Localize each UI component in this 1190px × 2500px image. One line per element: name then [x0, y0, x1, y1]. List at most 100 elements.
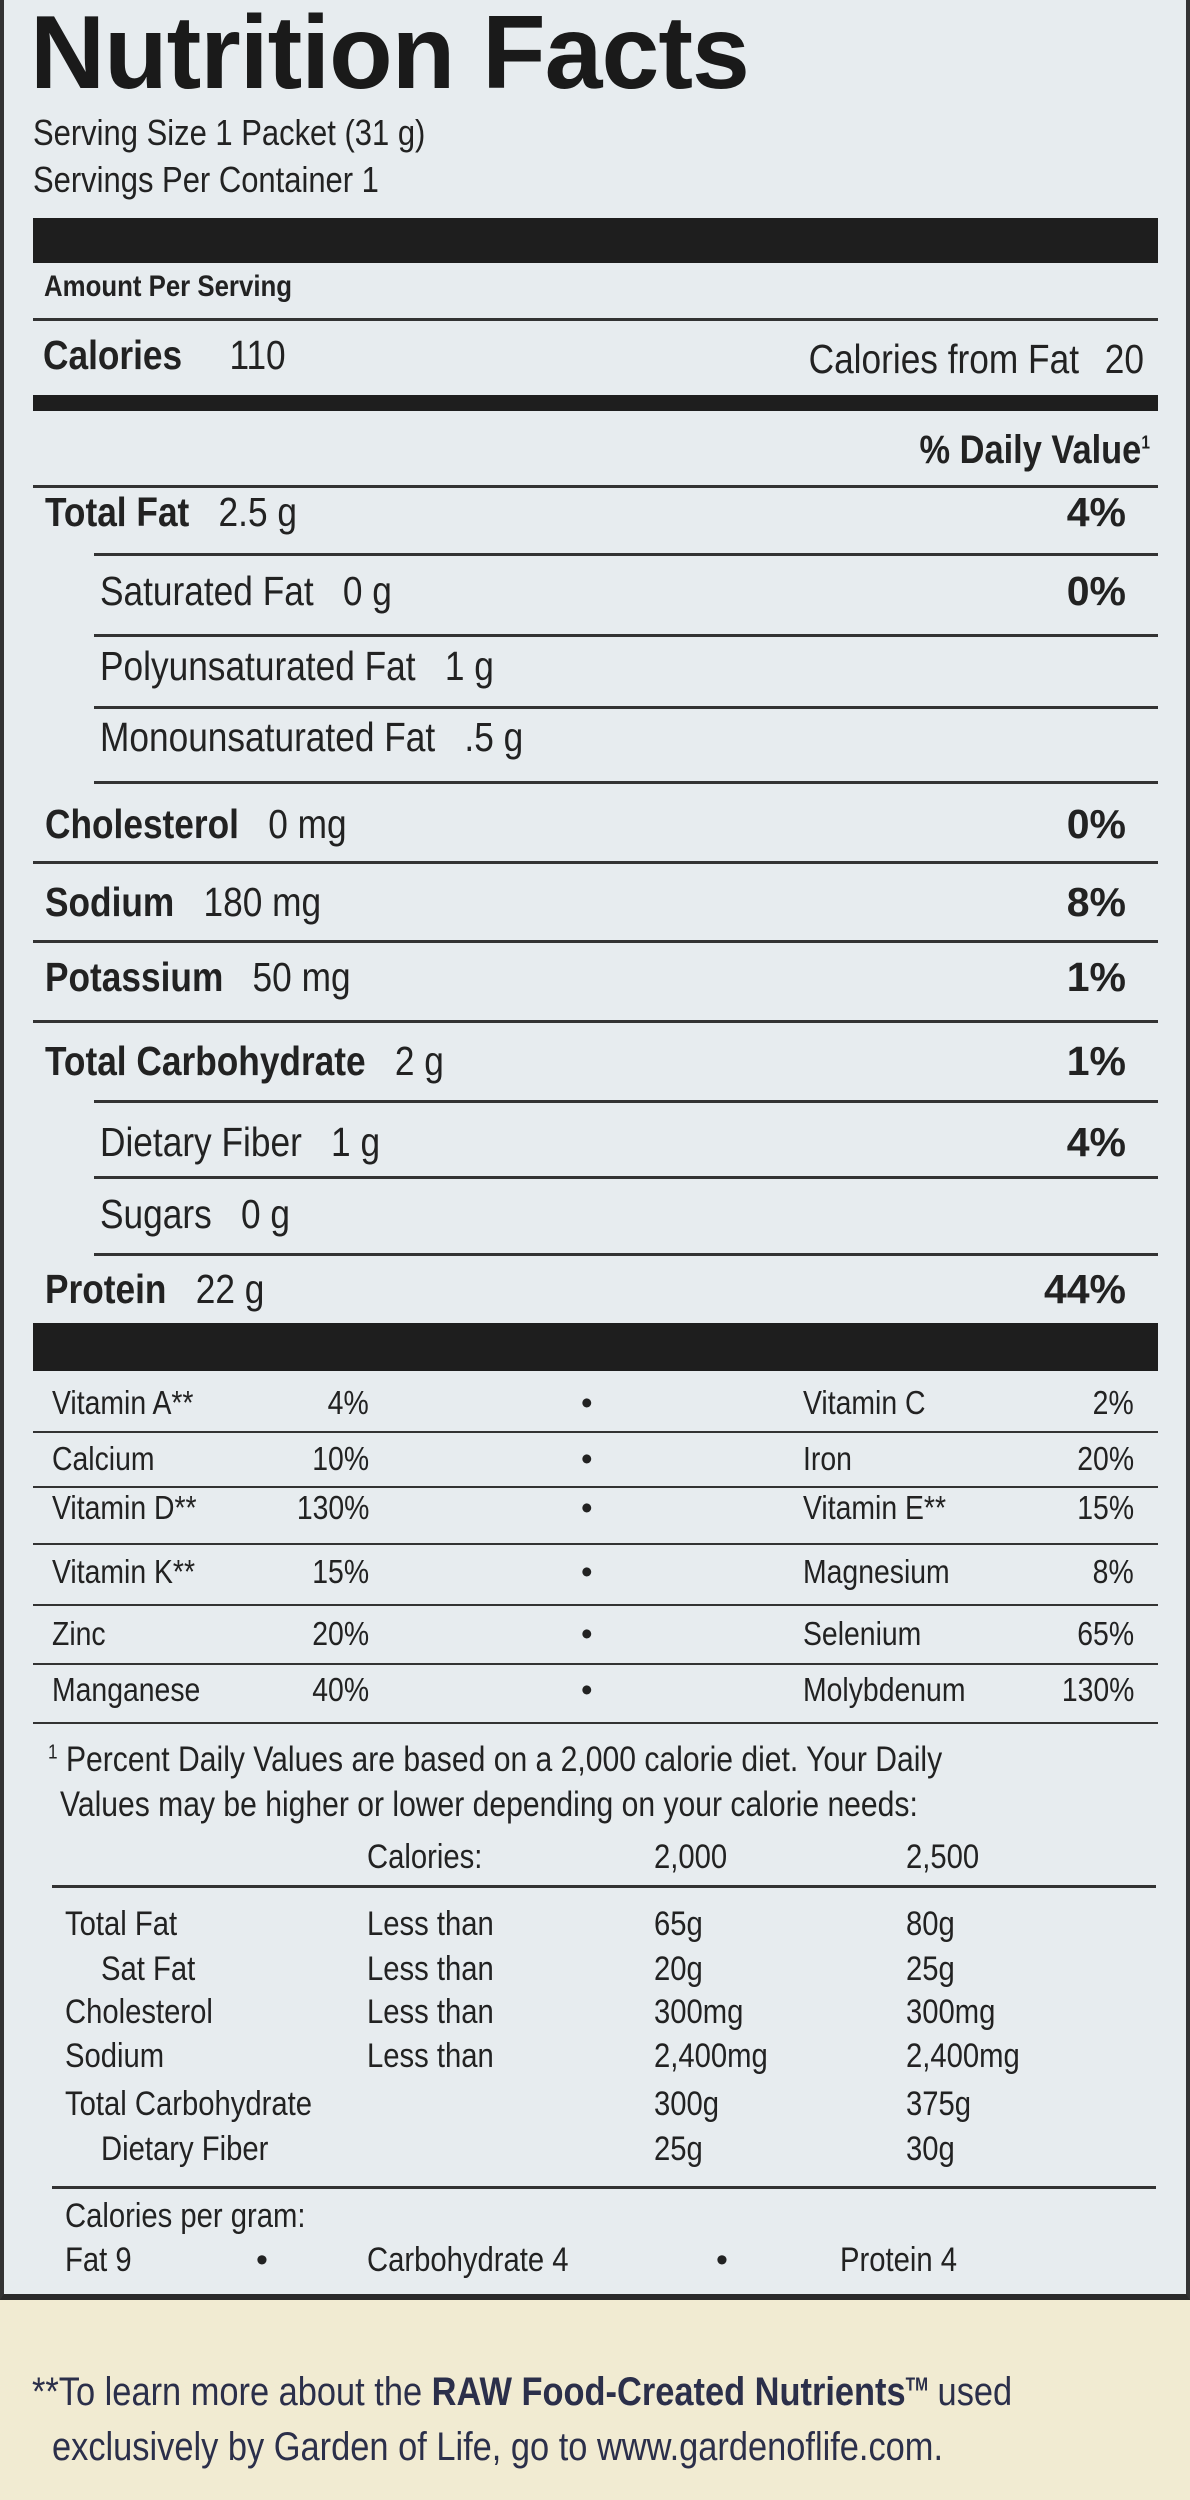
nutrient-name: Sugars	[100, 1191, 212, 1237]
divider	[52, 2186, 1156, 2189]
thick-divider	[33, 1323, 1158, 1371]
calories-row: Calories 110 Calories from Fat 20	[33, 330, 1158, 382]
nutrient-amount: 50 mg	[252, 954, 351, 1000]
divider	[94, 781, 1158, 784]
dv-table-cell: Total Carbohydrate	[65, 2085, 313, 2123]
nutrient-name: Monounsaturated Fat	[100, 714, 436, 760]
nutrient-name-wrap: Sodium 180 mg	[45, 877, 321, 927]
separator-dot: •	[256, 2241, 268, 2279]
dv-table-header: 2,500	[906, 1838, 980, 1876]
nutrient-name-wrap: Protein 22 g	[45, 1264, 264, 1314]
vitamin-row: Vitamin K** 15% • Magnesium 8%	[33, 1552, 1158, 1592]
separator-dot: •	[581, 1440, 593, 1477]
protein-per-gram: Protein 4	[840, 2241, 958, 2279]
nutrient-amount: 1 g	[444, 643, 494, 689]
separator-dot: •	[581, 1615, 593, 1652]
footer-line2: exclusively by Garden of Life, go to www…	[52, 2425, 944, 2469]
vitamin-daily-value: 20%	[312, 1615, 369, 1652]
separator-dot: •	[581, 1489, 593, 1526]
vitamin-daily-value: 20%	[1077, 1440, 1134, 1477]
nutrient-name-wrap: Monounsaturated Fat .5 g	[100, 712, 523, 762]
nutrient-row: Protein 22 g 44%	[33, 1264, 1158, 1314]
nutrient-amount: 2.5 g	[218, 489, 297, 535]
nutrient-amount: 2 g	[394, 1038, 444, 1084]
dv-table-cell: 300mg	[654, 1993, 744, 2031]
serving-size: Serving Size 1 Packet (31 g)	[33, 112, 426, 153]
footnote-sup: 1	[48, 1741, 58, 1764]
divider	[94, 634, 1158, 637]
vitamin-name: Zinc	[52, 1615, 106, 1652]
dv-table-cell: Less than	[367, 1905, 494, 1943]
divider	[33, 1543, 1158, 1545]
dv-table-cell: 20g	[654, 1950, 703, 1988]
dv-table-cell: Sat Fat	[101, 1950, 196, 1988]
nutrient-name: Total Fat	[45, 489, 190, 535]
daily-value-header: % Daily Value	[919, 428, 1142, 472]
dv-table-header: Calories:	[367, 1838, 483, 1876]
vitamin-name: Molybdenum	[803, 1671, 966, 1708]
nutrient-name: Saturated Fat	[100, 568, 314, 614]
divider	[33, 940, 1158, 943]
divider	[33, 318, 1158, 321]
footnote-line1: Percent Daily Values are based on a 2,00…	[65, 1740, 943, 1779]
dv-table-header: 2,000	[654, 1838, 728, 1876]
carb-per-gram: Carbohydrate 4	[367, 2241, 569, 2279]
vitamin-name: Vitamin A**	[52, 1384, 194, 1421]
amount-per-serving: Amount Per Serving	[44, 270, 293, 303]
nutrient-amount: 0 mg	[268, 801, 347, 847]
nutrient-amount: 1 g	[331, 1119, 381, 1165]
dv-table-cell: 375g	[906, 2085, 972, 2123]
daily-value-sup: 1	[1141, 432, 1150, 453]
servings-per-container: Servings Per Container 1	[33, 159, 379, 200]
divider	[94, 1176, 1158, 1179]
nutrient-daily-value: 1%	[1066, 1038, 1126, 1084]
divider	[33, 1431, 1158, 1433]
vitamin-name: Vitamin K**	[52, 1553, 196, 1590]
dv-table-cell: Sodium	[65, 2037, 165, 2075]
nutrient-row: Cholesterol 0 mg 0%	[33, 799, 1158, 849]
vitamin-daily-value: 40%	[312, 1671, 369, 1708]
separator-dot: •	[581, 1384, 593, 1421]
nutrient-name: Total Carbohydrate	[45, 1038, 366, 1084]
vitamin-name: Calcium	[52, 1440, 155, 1477]
vitamin-name: Selenium	[803, 1615, 922, 1652]
thick-divider	[33, 218, 1158, 263]
vitamin-daily-value: 130%	[296, 1489, 369, 1526]
nutrient-row: Polyunsaturated Fat 1 g	[33, 641, 1158, 691]
nutrient-daily-value: 4%	[1066, 1119, 1126, 1165]
vitamin-daily-value: 2%	[1092, 1384, 1134, 1421]
nutrient-name-wrap: Polyunsaturated Fat 1 g	[100, 641, 494, 691]
footnote-line2: Values may be higher or lower depending …	[60, 1785, 918, 1824]
vitamin-daily-value: 130%	[1061, 1671, 1134, 1708]
nutrient-daily-value: 44%	[1043, 1266, 1126, 1312]
divider	[94, 1100, 1158, 1103]
medium-divider	[33, 395, 1158, 411]
vitamin-row: Vitamin D** 130% • Vitamin E** 15%	[33, 1488, 1158, 1528]
dv-table-cell: 2,400mg	[906, 2037, 1020, 2075]
nutrient-name-wrap: Dietary Fiber 1 g	[100, 1117, 380, 1167]
nutrient-amount: .5 g	[464, 714, 524, 760]
vitamin-row: Zinc 20% • Selenium 65%	[33, 1614, 1158, 1654]
dv-table-cell: 25g	[906, 1950, 955, 1988]
calories-from-fat-label: Calories from Fat	[808, 336, 1079, 382]
vitamin-row: Calcium 10% • Iron 20%	[33, 1439, 1158, 1479]
vitamin-daily-value: 8%	[1092, 1553, 1134, 1590]
dv-table-cell: Less than	[367, 2037, 494, 2075]
dv-table-cell: 30g	[906, 2130, 955, 2168]
nutrient-name-wrap: Total Carbohydrate 2 g	[45, 1036, 444, 1086]
divider	[33, 1663, 1158, 1665]
nutrient-name-wrap: Potassium 50 mg	[45, 952, 351, 1002]
nutrient-row: Total Carbohydrate 2 g 1%	[33, 1036, 1158, 1086]
divider	[33, 485, 1158, 488]
vitamin-daily-value: 15%	[312, 1553, 369, 1590]
separator-dot: •	[581, 1671, 593, 1708]
dv-table-cell: 300mg	[906, 1993, 996, 2031]
vitamin-row: Vitamin A** 4% • Vitamin C 2%	[33, 1383, 1158, 1423]
nutrient-name-wrap: Total Fat 2.5 g	[45, 487, 297, 537]
dv-table-cell: Less than	[367, 1993, 494, 2031]
vitamin-row: Manganese 40% • Molybdenum 130%	[33, 1670, 1158, 1710]
divider	[33, 1020, 1158, 1023]
nutrient-daily-value: 4%	[1066, 489, 1126, 535]
dv-table-cell: 300g	[654, 2085, 720, 2123]
vitamin-daily-value: 15%	[1077, 1489, 1134, 1526]
